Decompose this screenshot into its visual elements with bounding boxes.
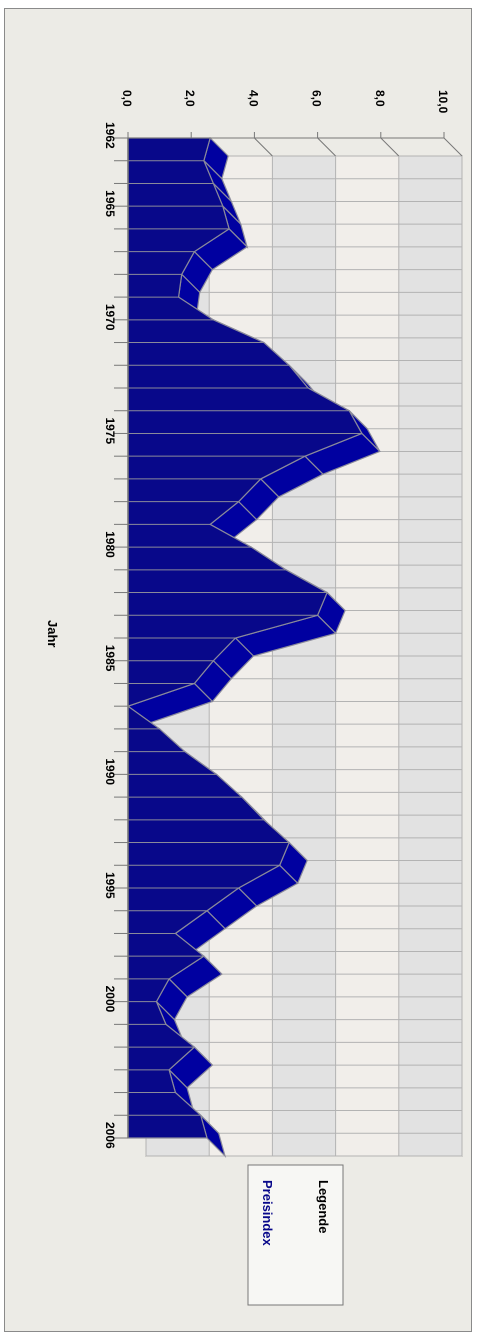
legend: Legende Preisindex [247,1164,344,1306]
x-axis-title: Jahr [45,620,60,647]
y-tick-label: 2,0 [183,90,197,107]
y-tick-label: 6,0 [310,90,324,107]
x-tick-label: 1962 [103,122,117,149]
legend-box [247,1164,344,1306]
x-tick-label: 2000 [103,986,117,1013]
x-tick-label: 1965 [103,190,117,217]
y-tick-label: 8,0 [373,90,387,107]
y-tick-label: 0,0 [120,90,134,107]
y-tick-label: 4,0 [246,90,260,107]
legend-title: Legende [316,1180,331,1233]
x-axis-ticks: 1962 1965 1970 1975 1980 1985 1990 1995 2000 2006 [103,122,128,1149]
grid-line-depth [380,137,400,157]
x-tick-label: 1980 [103,531,117,558]
x-tick-label: 1970 [103,304,117,331]
y-tick-label: 10,0 [436,90,450,114]
x-tick-label: 1975 [103,417,117,444]
series-preisindex [126,136,381,1159]
x-tick-label: 2006 [103,1122,117,1149]
x-tick-label: 1985 [103,645,117,672]
grid-line-depth [443,137,463,157]
x-tick-label: 1995 [103,872,117,899]
y-axis-ticks: 0,0 2,0 4,0 6,0 8,0 10,0 [120,90,450,138]
grid-line-depth [254,137,273,157]
x-tick-label: 1990 [103,758,117,785]
grid-line-depth [317,137,336,157]
legend-entry-preisindex: Preisindex [260,1180,275,1247]
